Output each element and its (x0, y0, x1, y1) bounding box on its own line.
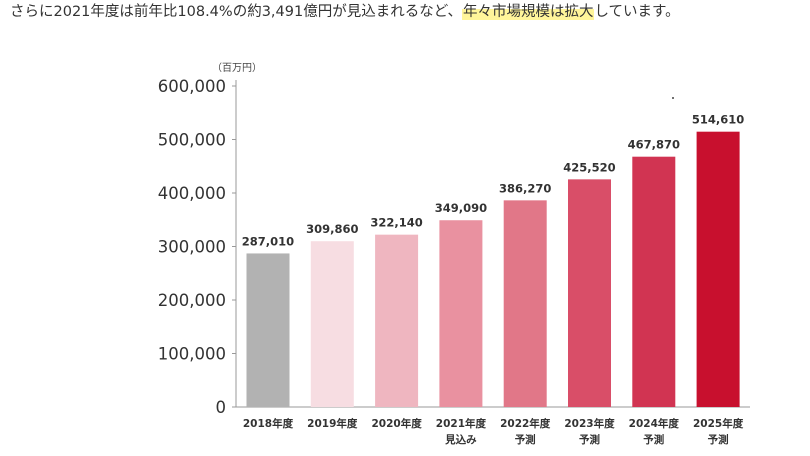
intro-text-before: さらに2021年度は前年比108.4%の約3,491億円が見込まれるなど、 (10, 4, 462, 20)
bar (439, 220, 483, 407)
y-tick-label: 100,000 (158, 345, 226, 364)
bar-value-label: 467,870 (628, 138, 680, 152)
bar (375, 234, 419, 407)
bar (310, 241, 354, 407)
y-tick-label: 0 (216, 398, 227, 417)
x-tick-label: 2022年度 (500, 417, 551, 430)
bar-value-label: 287,010 (242, 234, 294, 248)
y-tick-label: 500,000 (158, 131, 226, 150)
y-tick-label: 200,000 (158, 291, 226, 310)
intro-text-after: しています。 (594, 4, 680, 20)
bar-value-label: 322,140 (370, 216, 422, 230)
bar-value-label: 349,090 (435, 201, 487, 215)
x-tick-label: 2021年度 (436, 417, 487, 430)
intro-text-highlight: 年々市場規模は拡大 (461, 4, 595, 20)
y-tick-label: 300,000 (158, 238, 226, 257)
x-tick-label: 2024年度 (629, 417, 680, 430)
bar (503, 200, 547, 407)
y-tick-label: 400,000 (158, 184, 226, 203)
bar-value-label: 514,610 (692, 113, 744, 127)
intro-paragraph: さらに2021年度は前年比108.4%の約3,491億円が見込まれるなど、年々市… (10, 2, 800, 22)
bar-value-label: 386,270 (499, 181, 551, 195)
y-axis-unit-label: （百万円） (212, 62, 262, 74)
bar (246, 253, 290, 407)
x-tick-label: 2020年度 (371, 417, 422, 430)
stray-dot (672, 97, 674, 99)
x-tick-label: 2025年度 (693, 417, 744, 430)
x-tick-sublabel: 見込み (444, 433, 477, 446)
x-tick-label: 2023年度 (564, 417, 615, 430)
x-tick-sublabel: 予測 (515, 433, 536, 446)
x-tick-sublabel: 予測 (579, 433, 600, 446)
x-tick-label: 2019年度 (307, 417, 358, 430)
bar-value-label: 309,860 (306, 222, 358, 236)
x-tick-sublabel: 予測 (643, 433, 664, 446)
y-tick-label: 600,000 (158, 77, 226, 96)
bar-value-label: 425,520 (563, 160, 615, 174)
x-tick-sublabel: 予測 (708, 433, 729, 446)
bar (632, 156, 676, 407)
x-tick-label: 2018年度 (243, 417, 294, 430)
bar (696, 131, 740, 407)
bar (568, 179, 611, 407)
